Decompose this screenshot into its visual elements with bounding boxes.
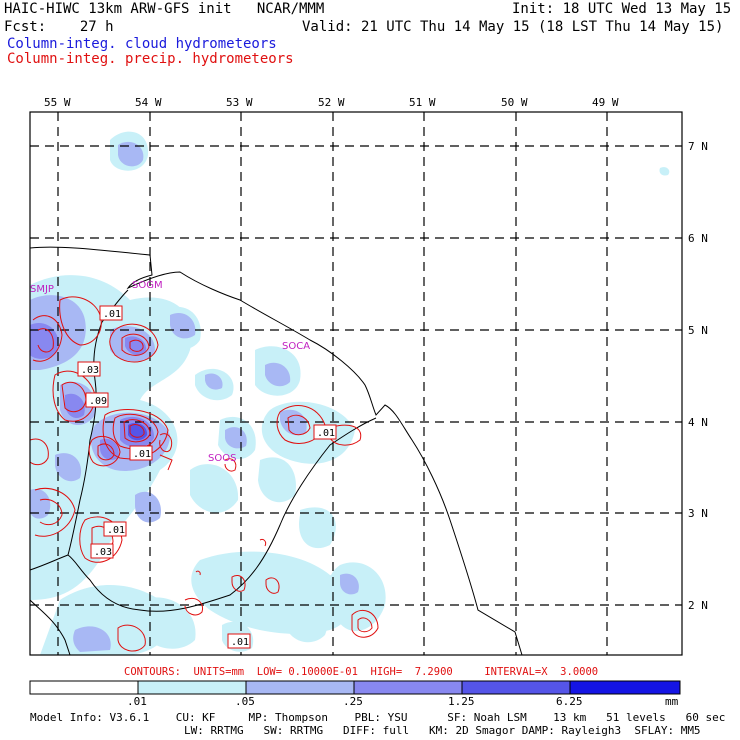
colorbar-segment <box>29 680 139 695</box>
colorbar-tick: .01 <box>127 695 147 708</box>
station-sogm: SOGM <box>132 280 163 291</box>
colorbar-tick: 1.25 <box>448 695 475 708</box>
lon-label: 54 W <box>135 96 162 109</box>
contour-value-labels: .01 .03 .09 .01 .01 .01 .03 .01 <box>77 305 337 649</box>
colorbar-units: mm <box>665 695 679 708</box>
legend-precip-hydrometeors: Column-integ. precip. hydrometeors <box>7 51 294 67</box>
colorbar-ticks: .01 .05 .25 1.25 6.25 mm <box>127 695 679 708</box>
lon-label: 53 W <box>226 96 253 109</box>
init-time: Init: 18 UTC Wed 13 May 15 <box>512 1 732 17</box>
contour-label-box <box>90 543 114 559</box>
colorbar-segment <box>569 680 681 695</box>
station-soca: SOCA <box>282 341 310 352</box>
contour-label: .03 <box>94 547 112 558</box>
lat-label: 4 N <box>688 416 708 429</box>
contour-label-box <box>129 445 153 461</box>
contour-label: .01 <box>231 637 249 648</box>
contour-label: .09 <box>89 396 107 407</box>
contour-label: .01 <box>317 428 335 439</box>
forecast-hour: Fcst: 27 h <box>4 19 114 35</box>
model-info-line2: LW: RRTMG SW: RRTMG DIFF: full KM: 2D Sm… <box>184 724 701 737</box>
lat-lon-grid <box>30 112 682 655</box>
colorbar-segment <box>353 680 463 695</box>
lat-label: 3 N <box>688 507 708 520</box>
map-frame <box>29 111 683 656</box>
contour-label-box <box>85 392 109 408</box>
contour-label-box <box>103 521 127 537</box>
lon-label: 51 W <box>409 96 436 109</box>
contour-label: .01 <box>103 309 121 320</box>
contour-label-box <box>313 424 337 440</box>
contour-label: .01 <box>133 449 151 460</box>
colorbar <box>29 680 681 695</box>
lat-label: 5 N <box>688 324 708 337</box>
lon-label: 52 W <box>318 96 345 109</box>
contour-label-box <box>227 633 251 649</box>
lat-label: 6 N <box>688 232 708 245</box>
lon-label: 55 W <box>44 96 71 109</box>
legend-cloud-hydrometeors: Column-integ. cloud hydrometeors <box>7 36 277 52</box>
lat-label: 7 N <box>688 140 708 153</box>
colorbar-tick: .05 <box>235 695 255 708</box>
model-title: HAIC-HIWC 13km ARW-GFS init NCAR/MMM <box>4 1 325 17</box>
station-labels: SMJP SOGM SOCA SOOS <box>30 280 310 464</box>
colorbar-segment <box>137 680 247 695</box>
station-smjp: SMJP <box>30 284 54 295</box>
lon-label: 49 W <box>592 96 619 109</box>
colorbar-segment <box>245 680 355 695</box>
contour-label: .01 <box>107 525 125 536</box>
colorbar-segment <box>461 680 571 695</box>
contour-label: .03 <box>81 365 99 376</box>
lat-label: 2 N <box>688 599 708 612</box>
contours-info: CONTOURS: UNITS=mm LOW= 0.10000E-01 HIGH… <box>124 666 599 678</box>
contour-label-box <box>99 305 123 321</box>
longitude-labels: 55 W 54 W 53 W 52 W 51 W 50 W 49 W <box>44 96 619 109</box>
lon-label: 50 W <box>501 96 528 109</box>
latitude-labels: 7 N 6 N 5 N 4 N 3 N 2 N <box>688 140 708 612</box>
contour-label-box <box>77 361 101 377</box>
colorbar-tick: 6.25 <box>556 695 583 708</box>
valid-time: Valid: 21 UTC Thu 14 May 15 (18 LST Thu … <box>302 19 724 35</box>
model-info-line1: Model Info: V3.6.1 CU: KF MP: Thompson P… <box>30 711 726 724</box>
colorbar-tick: .25 <box>343 695 363 708</box>
station-soos: SOOS <box>208 453 236 464</box>
